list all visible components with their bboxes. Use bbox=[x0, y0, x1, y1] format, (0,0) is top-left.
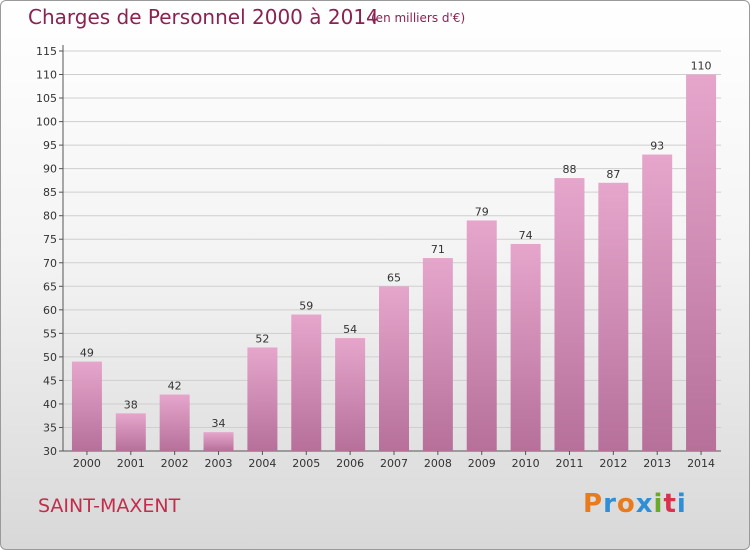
y-tick-label: 80 bbox=[43, 210, 57, 223]
data-label: 88 bbox=[562, 163, 576, 176]
y-tick-label: 100 bbox=[36, 116, 57, 129]
data-label: 65 bbox=[387, 271, 401, 284]
y-tick-label: 35 bbox=[43, 421, 57, 434]
y-tick-label: 60 bbox=[43, 304, 57, 317]
bar bbox=[335, 338, 366, 451]
y-tick-label: 95 bbox=[43, 139, 57, 152]
logo-letter: o bbox=[616, 489, 636, 519]
y-tick-label: 105 bbox=[36, 92, 57, 105]
data-label: 110 bbox=[691, 60, 712, 73]
x-tick-label: 2013 bbox=[643, 457, 671, 470]
y-tick-label: 115 bbox=[36, 45, 57, 58]
bar bbox=[686, 74, 717, 451]
data-label: 34 bbox=[212, 417, 226, 430]
data-label: 74 bbox=[519, 229, 533, 242]
bar bbox=[159, 394, 190, 451]
x-tick-label: 2010 bbox=[512, 457, 540, 470]
bar bbox=[291, 314, 322, 451]
y-tick-label: 75 bbox=[43, 233, 57, 246]
x-tick-label: 2005 bbox=[292, 457, 320, 470]
bar bbox=[422, 258, 453, 451]
bar bbox=[466, 220, 497, 451]
data-label: 38 bbox=[124, 398, 138, 411]
x-tick-label: 2003 bbox=[205, 457, 233, 470]
proxiti-logo: Proxiti bbox=[583, 489, 687, 519]
x-tick-label: 2000 bbox=[73, 457, 101, 470]
data-labels: 49 38 42 34 52 59 54 65 71 79 74 88 87 93 110 bbox=[80, 60, 712, 431]
logo-letter: i bbox=[653, 489, 664, 519]
y-tick-label: 70 bbox=[43, 257, 57, 270]
bar bbox=[642, 154, 673, 451]
y-tick-label: 55 bbox=[43, 327, 57, 340]
x-tick-label: 2014 bbox=[687, 457, 715, 470]
x-tick-label: 2008 bbox=[424, 457, 452, 470]
bar bbox=[379, 286, 409, 451]
y-tick-label: 50 bbox=[43, 351, 57, 364]
bar bbox=[247, 347, 278, 451]
data-label: 49 bbox=[80, 347, 94, 360]
x-tick-label: 2002 bbox=[161, 457, 189, 470]
commune-name: SAINT-MAXENT bbox=[38, 495, 181, 517]
x-tick-label: 2009 bbox=[468, 457, 496, 470]
data-label: 71 bbox=[431, 243, 445, 256]
bar bbox=[554, 178, 585, 451]
data-label: 42 bbox=[168, 380, 182, 393]
logo-letter: r bbox=[603, 489, 617, 519]
chart-title: Charges de Personnel 2000 à 2014 bbox=[28, 5, 379, 29]
bar bbox=[115, 413, 146, 451]
data-label: 87 bbox=[606, 168, 620, 181]
x-tick-label: 2012 bbox=[599, 457, 627, 470]
x-tick-label: 2011 bbox=[555, 457, 583, 470]
y-tick-label: 30 bbox=[43, 445, 57, 458]
chart-subtitle: (en milliers d'€) bbox=[371, 11, 466, 25]
x-tick-label: 2004 bbox=[248, 457, 276, 470]
data-label: 59 bbox=[299, 300, 313, 313]
x-tick-label: 2007 bbox=[380, 457, 408, 470]
x-tick-label: 2001 bbox=[117, 457, 145, 470]
y-tick-label: 45 bbox=[43, 374, 57, 387]
logo-letter: t bbox=[663, 489, 677, 519]
bar bbox=[510, 243, 541, 451]
data-label: 54 bbox=[343, 323, 357, 336]
y-tick-label: 65 bbox=[43, 280, 57, 293]
bar bbox=[203, 432, 234, 451]
bars bbox=[71, 74, 717, 451]
logo-letter: P bbox=[583, 489, 604, 519]
y-tick-label: 40 bbox=[43, 398, 57, 411]
logo-letter: x bbox=[635, 489, 654, 519]
data-label: 93 bbox=[650, 140, 664, 153]
data-label: 52 bbox=[255, 332, 269, 345]
y-tick-label: 90 bbox=[43, 163, 57, 176]
data-label: 79 bbox=[475, 205, 489, 218]
bar bbox=[598, 182, 629, 451]
bar bbox=[71, 361, 102, 451]
x-tick-label: 2006 bbox=[336, 457, 364, 470]
y-tick-label: 110 bbox=[36, 69, 57, 82]
logo-letter: i bbox=[676, 489, 687, 519]
y-tick-label: 85 bbox=[43, 186, 57, 199]
